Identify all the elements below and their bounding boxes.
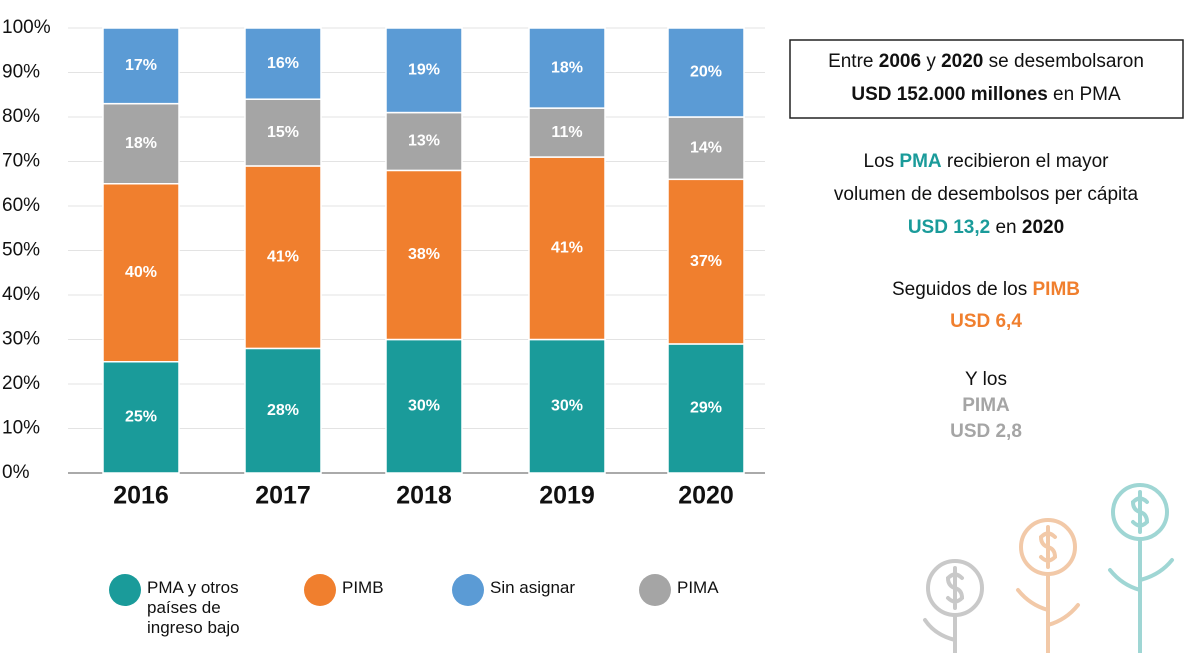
legend-label: PIMA bbox=[677, 578, 817, 598]
y-tick-label: 80% bbox=[2, 106, 40, 127]
annotation-text: en bbox=[990, 217, 1022, 238]
legend-label-box: PMA y otros países de ingreso bajo bbox=[147, 578, 287, 653]
legend-label: PMA y otros países de ingreso bajo bbox=[147, 578, 267, 638]
chart: 0% 10% 20% 30% 40% 50% 60% 70% 80% 90% 100% 2016 25%… bbox=[0, 0, 1193, 653]
annotation-text: y bbox=[921, 51, 941, 72]
data-label: 19% bbox=[408, 61, 440, 78]
data-label: 18% bbox=[125, 135, 157, 152]
annotation-text: se desembolsaron bbox=[983, 51, 1144, 72]
data-label: 41% bbox=[267, 248, 299, 265]
annotation-line: PIMA bbox=[962, 395, 1010, 416]
annotation-text: 2006 bbox=[879, 51, 921, 72]
data-label: 13% bbox=[408, 133, 440, 150]
data-label: 41% bbox=[551, 239, 583, 256]
annotation-text: Y los bbox=[965, 369, 1007, 390]
y-tick-label: 40% bbox=[2, 284, 40, 305]
annotation-text: 2020 bbox=[941, 51, 983, 72]
annotation-line: Y los bbox=[965, 369, 1007, 390]
data-label: 25% bbox=[125, 409, 157, 426]
annotation-text: volumen de desembolsos per cápita bbox=[834, 184, 1139, 205]
data-label: 14% bbox=[690, 139, 722, 156]
annotation-text: USD 13,2 bbox=[908, 217, 990, 238]
data-label: 11% bbox=[551, 124, 582, 141]
x-tick-label: 2018 bbox=[396, 482, 452, 510]
annotation-text: en PMA bbox=[1048, 84, 1121, 105]
annotation-text: 2020 bbox=[1022, 217, 1064, 238]
x-tick-label: 2016 bbox=[113, 482, 169, 510]
annotation-text: PMA bbox=[899, 151, 942, 172]
legend-swatch bbox=[304, 574, 336, 606]
annotation-text: recibieron el mayor bbox=[942, 151, 1110, 172]
annotation-text: Los bbox=[864, 151, 900, 172]
annotation-text: USD 6,4 bbox=[950, 311, 1022, 332]
data-label: 37% bbox=[690, 253, 722, 270]
annotation-line: Entre 2006 y 2020 se desembolsaron bbox=[828, 51, 1144, 72]
legend-label-box: Sin asignar bbox=[490, 578, 630, 653]
annotation-text: USD 2,8 bbox=[950, 421, 1022, 442]
data-label: 20% bbox=[690, 64, 722, 81]
annotation-line: Los PMA recibieron el mayor bbox=[864, 151, 1110, 172]
x-tick-label: 2020 bbox=[678, 482, 734, 510]
data-label: 30% bbox=[408, 397, 440, 414]
data-label: 29% bbox=[690, 400, 722, 417]
y-tick-label: 90% bbox=[2, 62, 40, 83]
y-tick-label: 0% bbox=[2, 462, 30, 483]
annotation-line: USD 13,2 en 2020 bbox=[908, 217, 1064, 238]
annotation-text: Seguidos de los bbox=[892, 279, 1033, 300]
plant-icons bbox=[925, 485, 1172, 653]
data-label: 40% bbox=[125, 264, 157, 281]
data-label: 15% bbox=[267, 124, 299, 141]
data-label: 30% bbox=[551, 397, 583, 414]
annotation-line: volumen de desembolsos per cápita bbox=[834, 184, 1139, 205]
y-tick-label: 60% bbox=[2, 195, 40, 216]
legend-swatch bbox=[109, 574, 141, 606]
legend-swatch bbox=[639, 574, 671, 606]
y-tick-label: 50% bbox=[2, 240, 40, 261]
y-tick-label: 70% bbox=[2, 151, 40, 172]
annotation-line: USD 152.000 millones en PMA bbox=[851, 84, 1121, 105]
x-tick-label: 2017 bbox=[255, 482, 311, 510]
data-label: 16% bbox=[267, 55, 299, 72]
annotation-text: PIMB bbox=[1033, 279, 1081, 300]
legend-swatch bbox=[452, 574, 484, 606]
x-tick-label: 2019 bbox=[539, 482, 595, 510]
annotation-text: Entre bbox=[828, 51, 879, 72]
annotation-line: USD 2,8 bbox=[950, 421, 1022, 442]
annotation-line: Seguidos de los PIMB bbox=[892, 279, 1080, 300]
y-tick-label: 100% bbox=[2, 17, 51, 38]
y-tick-label: 30% bbox=[2, 329, 40, 350]
y-tick-label: 20% bbox=[2, 373, 40, 394]
data-label: 38% bbox=[408, 246, 440, 263]
y-tick-label: 10% bbox=[2, 418, 40, 439]
legend-label: Sin asignar bbox=[490, 578, 630, 598]
data-label: 18% bbox=[551, 59, 583, 76]
annotation-text: PIMA bbox=[962, 395, 1010, 416]
data-label: 17% bbox=[125, 57, 157, 74]
data-label: 28% bbox=[267, 402, 299, 419]
annotation-text: USD 152.000 millones bbox=[851, 84, 1047, 105]
legend-label-box: PIMA bbox=[677, 578, 817, 653]
annotation-line: USD 6,4 bbox=[950, 311, 1022, 332]
